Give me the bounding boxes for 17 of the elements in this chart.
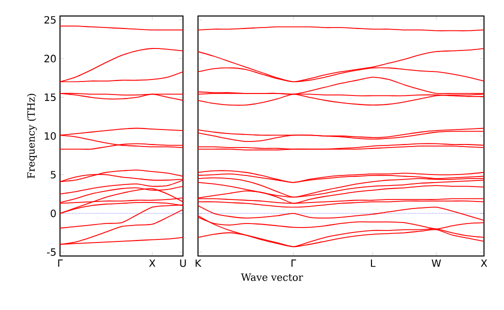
y-axis-title: Frequency (THz) (27, 94, 37, 178)
x-tick-label: U (180, 260, 186, 267)
x-tick-label: X (480, 260, 488, 267)
x-axis-title: Wave vector (240, 274, 304, 281)
y-tick-label: 5 (50, 170, 56, 178)
y-tick-label: 20 (44, 54, 56, 62)
x-tick-label: K (196, 260, 202, 267)
x-tick-label: Γ (58, 260, 63, 267)
x-tick-label: Γ (292, 260, 296, 267)
y-tick-label: 10 (44, 132, 56, 140)
x-tick-label: X (149, 260, 156, 267)
y-tick-label: 25 (44, 16, 56, 24)
x-tick-label: W (432, 260, 441, 267)
y-tick-label: 0 (50, 210, 56, 218)
x-tick-label: L (370, 260, 376, 267)
y-tick-label: 15 (44, 94, 56, 101)
y-tick-label: -5 (46, 248, 56, 256)
